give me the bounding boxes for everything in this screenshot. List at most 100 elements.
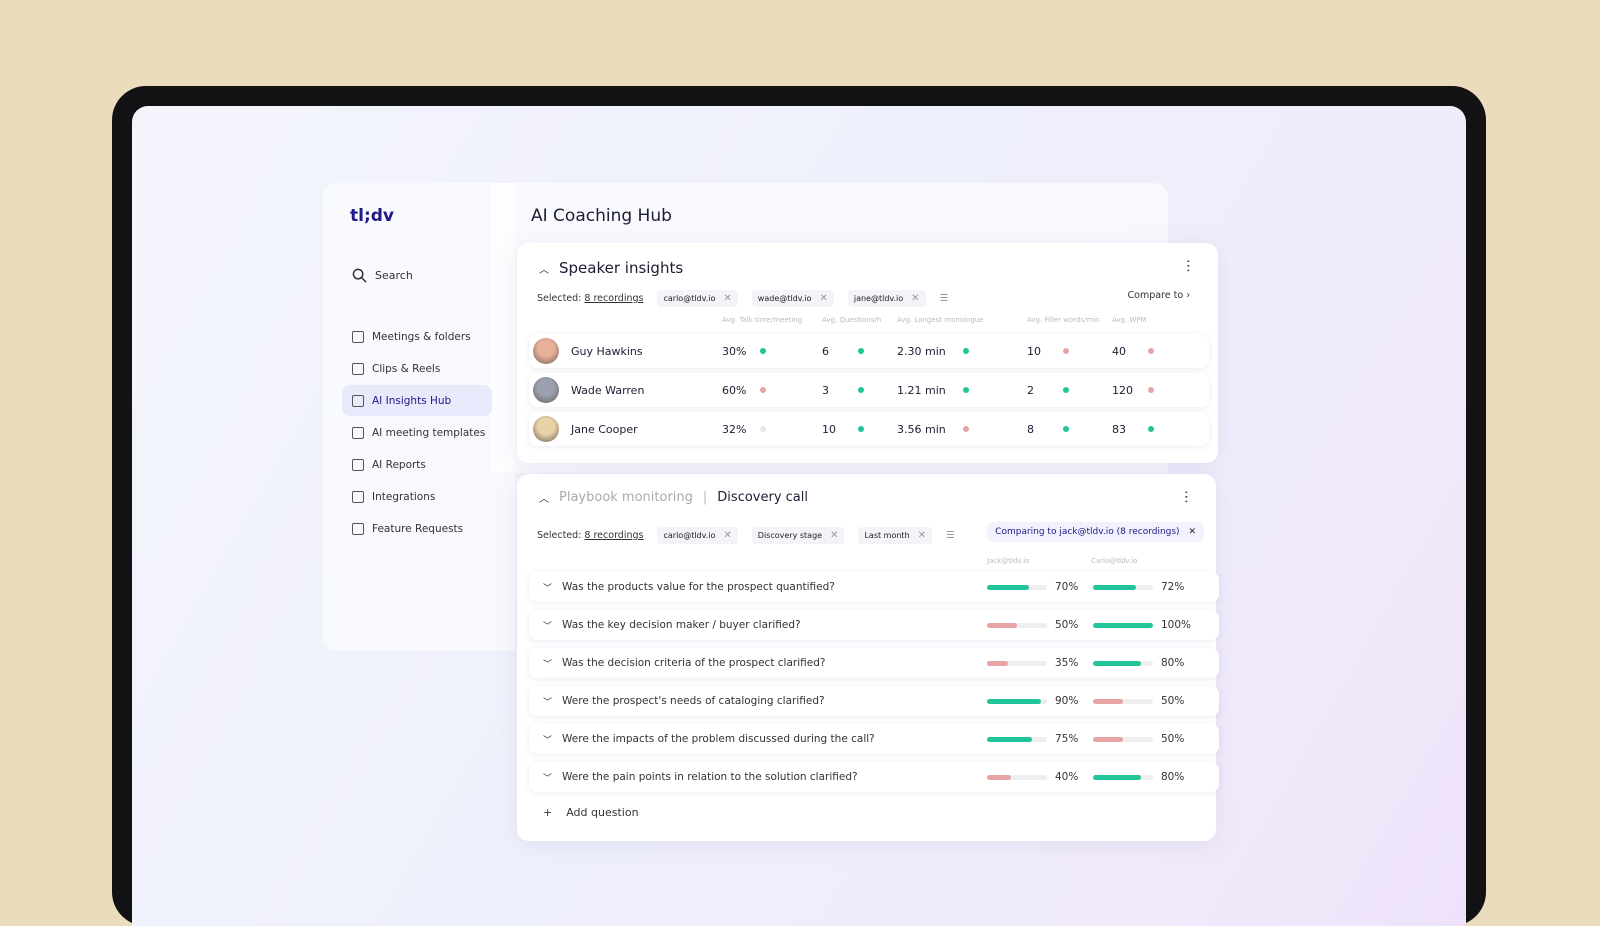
chevron-down-icon[interactable]: ﹀: [543, 697, 553, 708]
recordings-link[interactable]: 8 recordings: [584, 530, 644, 541]
filter-chip[interactable]: jane@tldv.io ✕: [847, 290, 926, 307]
close-icon[interactable]: ✕: [723, 293, 732, 304]
close-icon[interactable]: ✕: [830, 530, 839, 541]
filter-chip[interactable]: carlo@tldv.io ✕: [657, 527, 738, 544]
bar-track: [987, 774, 1047, 780]
chevron-down-icon[interactable]: ﹀: [543, 621, 553, 632]
chevron-down-icon[interactable]: ﹀: [543, 659, 553, 670]
question-row[interactable]: ﹀ Were the prospect's needs of cataloging…: [529, 686, 1219, 716]
question-text: Were the prospect's needs of cataloging …: [562, 695, 825, 707]
question-text: Was the key decision maker / buyer clari…: [562, 619, 801, 631]
compare-to-button[interactable]: Compare to ›: [1128, 290, 1191, 301]
page-title: AI Coaching Hub: [531, 206, 672, 226]
speaker-row[interactable]: Wade Warren 60% 3 1.21 min 2 120: [529, 373, 1209, 407]
chevron-down-icon[interactable]: ﹀: [543, 735, 553, 746]
bar-fill: [987, 584, 1029, 590]
metric-cell: 8: [1027, 423, 1069, 436]
sidebar-item[interactable]: AI meeting templates: [342, 417, 492, 448]
collapse-icon[interactable]: ︿: [539, 264, 549, 276]
sidebar-item[interactable]: Meetings & folders: [342, 321, 492, 352]
question-text: Was the products value for the prospect …: [562, 581, 835, 593]
column-header: Avg. Talk time/meeting: [722, 316, 803, 324]
status-dot: [963, 387, 969, 393]
question-row[interactable]: ﹀ Was the key decision maker / buyer clar…: [529, 610, 1219, 640]
collapse-icon[interactable]: ︿: [539, 494, 549, 505]
question-row[interactable]: ﹀ Was the products value for the prospect…: [529, 572, 1219, 602]
speaker-row[interactable]: Jane Cooper 32% 10 3.56 min 8 83: [529, 412, 1209, 446]
filter-icon[interactable]: ☰: [939, 293, 949, 304]
score-bar: 100%: [1093, 619, 1191, 631]
question-row[interactable]: ﹀ Was the decision criteria of the prospe…: [529, 648, 1219, 678]
close-icon[interactable]: ✕: [1188, 527, 1196, 537]
metric-cell: 3.56 min: [897, 423, 969, 436]
column-header: Carlo@tldv.io: [1091, 557, 1138, 565]
speaker-row[interactable]: Guy Hawkins 30% 6 2.30 min 10 40: [529, 334, 1209, 368]
sidebar-item[interactable]: Clips & Reels: [342, 353, 492, 384]
close-icon[interactable]: ✕: [911, 293, 920, 304]
question-text: Were the pain points in relation to the …: [562, 771, 858, 783]
bar-fill: [1093, 584, 1137, 590]
recordings-link[interactable]: 8 recordings: [584, 293, 644, 304]
sidebar-item[interactable]: Feature Requests: [342, 513, 492, 544]
metric-cell: 60%: [722, 384, 767, 397]
status-dot: [1148, 387, 1154, 393]
bar-track: [987, 698, 1047, 704]
score-value: 40%: [1055, 771, 1079, 783]
column-header: Avg. WPM: [1112, 316, 1147, 324]
sidebar-item-label: AI Reports: [372, 458, 426, 471]
score-bar: 50%: [1093, 695, 1184, 707]
selection-bar: Selected: 8 recordings carlo@tldv.io ✕ Dis…: [537, 527, 955, 544]
close-icon[interactable]: ✕: [723, 530, 732, 541]
score-value: 70%: [1055, 581, 1079, 593]
bar-fill: [1093, 622, 1153, 628]
filter-chip[interactable]: wade@tldv.io ✕: [751, 290, 834, 307]
sidebar-nav: Meetings & folders Clips & Reels AI Insigh…: [342, 321, 492, 545]
status-dot: [1063, 426, 1069, 432]
score-value: 100%: [1161, 619, 1192, 631]
sidebar-item-label: Integrations: [372, 490, 436, 503]
video-icon: [352, 330, 364, 343]
chip-label: wade@tldv.io: [757, 294, 812, 303]
question-row[interactable]: ﹀ Were the pain points in relation to the…: [529, 762, 1219, 792]
status-dot: [1148, 348, 1154, 354]
filter-icon[interactable]: ☰: [946, 530, 955, 541]
bar-fill: [987, 774, 1011, 780]
clapper-icon: [352, 362, 364, 375]
score-value: 80%: [1161, 657, 1185, 669]
bar-track: [1093, 736, 1153, 742]
sidebar-item[interactable]: Integrations: [342, 481, 492, 512]
bar-track: [987, 736, 1047, 742]
status-dot: [858, 387, 864, 393]
more-icon[interactable]: ⋯: [1178, 490, 1194, 504]
metric-value: 3.56 min: [897, 422, 946, 436]
filter-chip[interactable]: carlo@tldv.io ✕: [657, 290, 738, 307]
metric-cell: 3: [822, 384, 864, 397]
sidebar-item[interactable]: AI Reports: [342, 449, 492, 480]
speaker-insights-panel: ︿ Speaker insights ⋯ Selected: 8 recordin…: [517, 243, 1218, 463]
search-icon: [352, 268, 367, 283]
comparing-chip[interactable]: Comparing to jack@tldv.io (8 recordings)…: [987, 522, 1204, 542]
filter-chip[interactable]: Discovery stage ✕: [751, 527, 845, 544]
metric-cell: 30%: [722, 345, 767, 358]
search-button[interactable]: Search: [352, 268, 413, 283]
close-icon[interactable]: ✕: [917, 530, 927, 541]
close-icon[interactable]: ✕: [819, 293, 828, 304]
panel-title-muted: Playbook monitoring: [559, 490, 693, 505]
add-question-button[interactable]: + Add question: [543, 806, 639, 819]
chevron-down-icon[interactable]: ﹀: [543, 773, 553, 784]
score-bar: 40%: [987, 771, 1078, 783]
question-row[interactable]: ﹀ Were the impacts of the problem discuss…: [529, 724, 1219, 754]
more-icon[interactable]: ⋯: [1180, 259, 1196, 273]
bar-track: [1093, 774, 1153, 780]
bar-fill: [987, 660, 1008, 666]
chevron-down-icon[interactable]: ﹀: [543, 583, 553, 594]
metric-value: 6: [822, 344, 829, 358]
grid-icon: [352, 490, 364, 503]
score-value: 75%: [1055, 733, 1079, 745]
filter-chip[interactable]: Last month ✕: [858, 527, 933, 544]
sidebar-item[interactable]: AI Insights Hub: [342, 385, 492, 416]
metric-cell: 2: [1027, 384, 1069, 397]
metric-cell: 32%: [722, 423, 767, 436]
sidebar-item-label: Clips & Reels: [372, 362, 441, 375]
avatar: [533, 338, 559, 364]
